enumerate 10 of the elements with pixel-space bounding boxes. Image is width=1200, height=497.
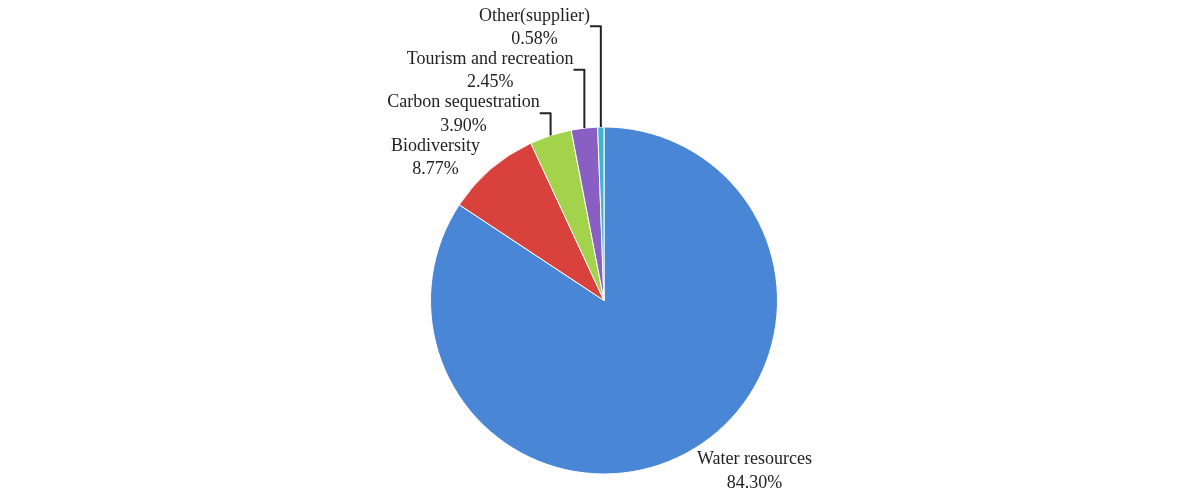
data-label: 3.90% bbox=[440, 114, 487, 135]
data-label: 8.77% bbox=[412, 158, 459, 179]
data-label: 2.45% bbox=[466, 71, 514, 92]
slice-label: Biodiversity bbox=[390, 134, 480, 155]
data-label: 0.58% bbox=[511, 28, 558, 49]
slice-label: Other(supplier) bbox=[479, 4, 590, 26]
slice-label: Water resources bbox=[697, 448, 812, 469]
slice-label: Carbon sequestration bbox=[387, 91, 540, 112]
data-label: 84.30% bbox=[726, 471, 783, 492]
slice-label: Tourism and recreation bbox=[406, 48, 574, 69]
